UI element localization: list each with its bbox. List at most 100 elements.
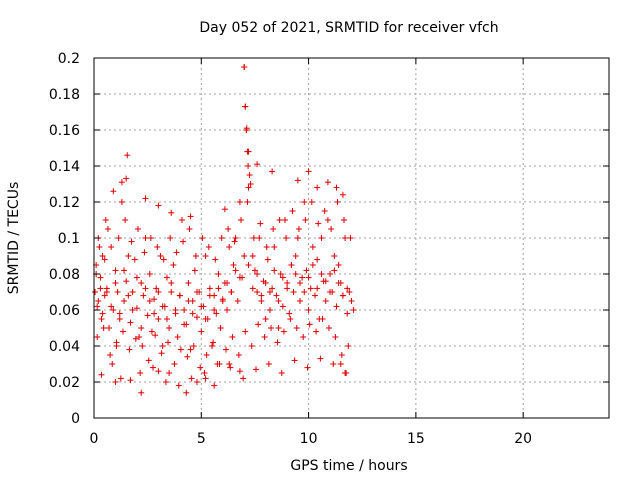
x-tick-label: 20 bbox=[514, 431, 532, 447]
data-point bbox=[152, 332, 159, 339]
data-point bbox=[279, 303, 286, 310]
data-point bbox=[305, 274, 312, 281]
data-point bbox=[346, 289, 353, 295]
data-point bbox=[241, 253, 248, 259]
data-point bbox=[124, 152, 131, 159]
data-point bbox=[185, 298, 192, 304]
data-point bbox=[165, 339, 172, 346]
data-point bbox=[299, 274, 306, 281]
data-point bbox=[232, 235, 239, 241]
data-point bbox=[309, 244, 316, 250]
data-point bbox=[300, 334, 307, 340]
data-point bbox=[325, 325, 332, 331]
data-point bbox=[269, 285, 276, 292]
data-point bbox=[106, 325, 113, 331]
data-point bbox=[206, 285, 213, 292]
data-point bbox=[171, 361, 178, 367]
data-point bbox=[170, 262, 177, 268]
data-point bbox=[123, 175, 130, 182]
data-point bbox=[211, 382, 218, 389]
data-point bbox=[347, 235, 354, 241]
data-point bbox=[125, 253, 132, 259]
data-point bbox=[188, 375, 195, 382]
data-points bbox=[92, 64, 357, 396]
data-point bbox=[271, 267, 278, 274]
data-point bbox=[166, 325, 173, 331]
data-point bbox=[104, 226, 111, 232]
data-point bbox=[287, 316, 294, 322]
y-tick-label: 0.08 bbox=[49, 267, 80, 283]
data-point bbox=[118, 199, 125, 205]
data-point bbox=[340, 217, 347, 223]
data-point bbox=[342, 370, 349, 376]
data-point bbox=[293, 325, 300, 331]
data-point bbox=[284, 280, 291, 286]
data-point bbox=[126, 346, 133, 353]
data-point bbox=[203, 352, 210, 358]
data-point bbox=[304, 364, 311, 371]
chart-title: Day 052 of 2021, SRMTID for receiver vfc… bbox=[199, 20, 498, 36]
data-point bbox=[144, 312, 151, 319]
data-point bbox=[125, 292, 132, 299]
data-point bbox=[327, 289, 334, 295]
data-point bbox=[314, 184, 321, 191]
data-point bbox=[327, 271, 334, 277]
x-tick-label: 15 bbox=[407, 431, 425, 447]
data-point bbox=[97, 285, 104, 292]
data-point bbox=[254, 271, 261, 277]
data-point bbox=[229, 334, 236, 340]
data-point bbox=[339, 191, 346, 198]
y-tick-label: 0.14 bbox=[49, 159, 80, 175]
axis-ticks: 0 5 10 15 20 0 0.02 0.04 0.06 0.08 0.1 0.12 0.14 0.16… bbox=[49, 51, 609, 447]
data-point bbox=[294, 177, 301, 184]
data-point bbox=[94, 303, 101, 310]
data-point bbox=[297, 280, 303, 286]
data-point bbox=[159, 343, 166, 349]
data-point bbox=[263, 244, 270, 250]
data-point bbox=[168, 289, 175, 295]
data-point bbox=[225, 226, 232, 232]
data-point bbox=[344, 310, 351, 317]
data-point bbox=[197, 364, 204, 371]
data-point bbox=[131, 256, 138, 263]
data-point bbox=[181, 307, 188, 313]
data-point bbox=[224, 307, 231, 313]
data-point bbox=[127, 377, 134, 384]
data-point bbox=[94, 334, 101, 340]
data-point bbox=[318, 235, 325, 241]
data-point bbox=[154, 244, 161, 250]
data-point bbox=[235, 352, 242, 358]
data-point bbox=[314, 285, 321, 292]
data-point bbox=[121, 267, 128, 274]
data-point bbox=[294, 235, 301, 241]
data-point bbox=[99, 253, 106, 259]
data-point bbox=[328, 226, 335, 232]
data-point bbox=[271, 244, 278, 250]
data-point bbox=[215, 271, 222, 277]
data-point bbox=[194, 314, 200, 321]
data-point bbox=[270, 226, 277, 232]
data-point bbox=[256, 235, 263, 241]
data-point bbox=[133, 305, 140, 312]
data-point bbox=[279, 274, 286, 281]
data-point bbox=[319, 316, 326, 322]
y-tick-label: 0.12 bbox=[49, 195, 80, 211]
data-point bbox=[217, 325, 224, 331]
data-point bbox=[139, 343, 146, 349]
data-point bbox=[122, 217, 129, 223]
data-point bbox=[166, 370, 173, 376]
data-point bbox=[339, 292, 346, 299]
data-point bbox=[221, 206, 228, 213]
data-point bbox=[205, 244, 212, 250]
data-point bbox=[245, 184, 252, 191]
data-point bbox=[317, 355, 324, 362]
data-point bbox=[191, 267, 198, 274]
data-point bbox=[305, 307, 312, 313]
data-point bbox=[206, 292, 213, 299]
data-point bbox=[112, 280, 119, 286]
data-point bbox=[189, 310, 196, 317]
data-point bbox=[245, 262, 252, 268]
data-point bbox=[100, 325, 107, 331]
data-point bbox=[302, 217, 309, 223]
data-point bbox=[309, 262, 316, 268]
